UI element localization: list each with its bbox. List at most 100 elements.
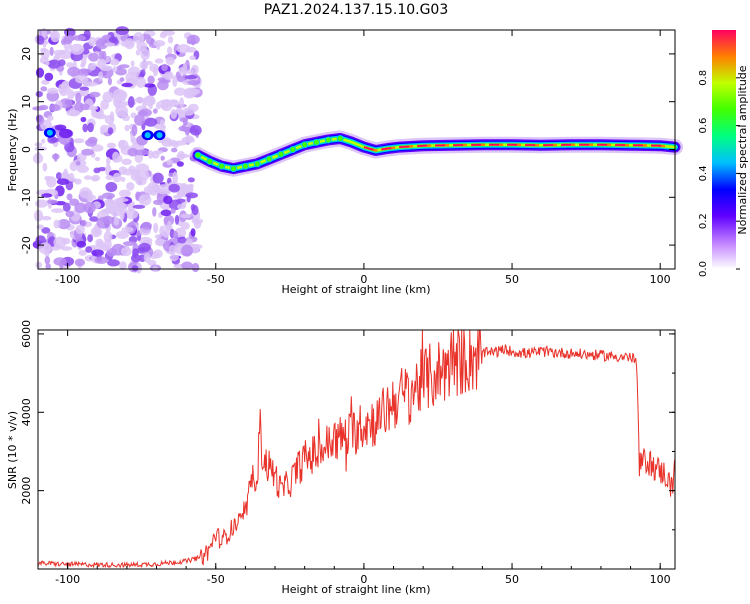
noise-blob bbox=[151, 150, 160, 159]
noise-blob bbox=[87, 122, 94, 133]
noise-blob bbox=[189, 55, 196, 60]
noise-blob bbox=[126, 182, 135, 191]
noise-blob bbox=[41, 138, 46, 144]
ridge-node bbox=[289, 146, 297, 153]
noise-blob bbox=[40, 47, 47, 53]
noise-blob bbox=[168, 244, 176, 255]
noise-blob bbox=[139, 60, 149, 70]
noise-blob bbox=[130, 60, 135, 67]
noise-blob bbox=[153, 124, 166, 130]
noise-blob bbox=[169, 254, 179, 262]
colorbar-tick-label: 0.0 bbox=[698, 261, 709, 277]
noise-blob bbox=[122, 241, 137, 246]
noise-blob bbox=[132, 204, 146, 209]
noise-blob bbox=[112, 66, 118, 73]
noise-blob bbox=[102, 215, 114, 225]
noise-blob bbox=[98, 50, 104, 61]
noise-hotspot-core bbox=[46, 129, 53, 136]
noise-blob bbox=[104, 42, 115, 47]
noise-blob bbox=[91, 174, 101, 182]
noise-blob bbox=[41, 193, 53, 198]
noise-blob bbox=[109, 111, 115, 123]
colorbar: 0.0 0.2 0.4 0.6 0.8 Normalized spectral ampl… bbox=[698, 30, 749, 277]
noise-blob bbox=[55, 172, 62, 180]
ridge-node bbox=[301, 141, 309, 149]
x-tick-label: 0 bbox=[360, 273, 367, 286]
noise-blob bbox=[114, 197, 129, 203]
noise-blob bbox=[41, 79, 50, 85]
noise-blob bbox=[106, 142, 116, 149]
noise-blob bbox=[107, 127, 114, 135]
snr-axes: -100 -50 0 50 100 2000 4000 6000 bbox=[20, 320, 675, 586]
y-tick-label: 4000 bbox=[20, 398, 33, 426]
noise-blob bbox=[168, 183, 180, 193]
snr-series-line bbox=[37, 329, 676, 569]
noise-blob bbox=[136, 41, 147, 52]
noise-blob bbox=[107, 77, 112, 86]
noise-blob bbox=[182, 107, 195, 116]
noise-blob bbox=[67, 66, 81, 77]
noise-blob bbox=[141, 221, 153, 230]
noise-blob bbox=[35, 91, 43, 98]
ridge-core-red bbox=[363, 143, 670, 152]
noise-blob bbox=[80, 62, 86, 68]
noise-blob bbox=[93, 167, 101, 174]
figure-title: PAZ1.2024.137.15.10.G03 bbox=[264, 2, 449, 18]
noise-blob bbox=[128, 165, 136, 174]
noise-blob bbox=[74, 202, 87, 214]
noise-blob bbox=[161, 140, 174, 147]
noise-blob bbox=[79, 86, 90, 91]
noise-blob bbox=[89, 91, 101, 98]
noise-blob bbox=[176, 44, 191, 54]
noise-blob bbox=[76, 153, 87, 162]
noise-blob bbox=[79, 187, 92, 199]
noise-blob bbox=[155, 101, 161, 110]
noise-blob bbox=[125, 71, 139, 84]
noise-blob bbox=[67, 89, 75, 101]
noise-blob bbox=[66, 193, 73, 201]
noise-blob bbox=[82, 123, 88, 133]
noise-blob bbox=[186, 39, 197, 45]
noise-blob bbox=[87, 64, 96, 71]
noise-blob bbox=[44, 256, 51, 265]
noise-blob bbox=[115, 67, 127, 76]
noise-blob bbox=[97, 58, 107, 69]
noise-blob bbox=[181, 261, 193, 270]
noise-blob bbox=[172, 75, 178, 88]
noise-blob bbox=[165, 56, 175, 66]
noise-blob bbox=[105, 201, 115, 208]
noise-blob bbox=[60, 246, 73, 251]
noise-blob bbox=[177, 236, 187, 244]
y-tick-label: 10 bbox=[20, 95, 33, 109]
noise-blob bbox=[193, 220, 202, 229]
noise-blob bbox=[187, 80, 201, 86]
x-tick-label: -50 bbox=[207, 573, 225, 586]
noise-blob bbox=[143, 83, 156, 88]
noise-blob bbox=[135, 176, 147, 186]
noise-blob bbox=[179, 97, 185, 109]
noise-blob bbox=[134, 149, 149, 156]
noise-blob bbox=[122, 114, 130, 122]
noise-blob bbox=[176, 153, 190, 159]
noise-blob bbox=[88, 36, 97, 47]
noise-blob bbox=[124, 124, 130, 132]
noise-blob bbox=[152, 172, 164, 184]
noise-blob bbox=[167, 220, 172, 231]
ridge-node bbox=[241, 162, 249, 170]
noise-blob bbox=[138, 194, 152, 206]
noise-blob bbox=[85, 138, 97, 147]
noise-blob bbox=[121, 158, 132, 165]
noise-blob bbox=[49, 46, 54, 57]
noise-blob bbox=[80, 219, 87, 227]
noise-blob bbox=[65, 210, 74, 218]
noise-blob bbox=[115, 105, 128, 117]
noise-blob bbox=[40, 216, 52, 221]
noise-blob bbox=[118, 189, 131, 198]
colorbar-ticks: 0.0 0.2 0.4 0.6 0.8 bbox=[698, 70, 740, 277]
noise-blob bbox=[190, 203, 196, 212]
noise-blob bbox=[166, 159, 173, 166]
noise-blob bbox=[95, 38, 109, 50]
noise-blob bbox=[185, 192, 198, 199]
